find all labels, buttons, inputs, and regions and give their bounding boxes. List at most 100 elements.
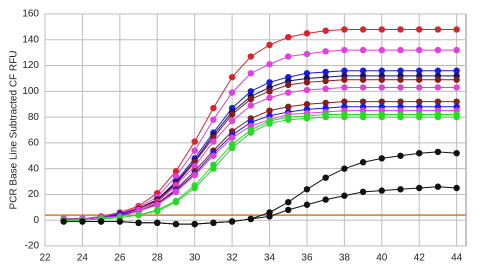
y-tick-label: 80: [28, 112, 40, 123]
data-point: [378, 76, 385, 83]
data-point: [378, 155, 385, 162]
data-point: [191, 220, 198, 228]
data-point: [285, 198, 292, 206]
data-point: [322, 113, 329, 121]
series-line: [63, 110, 457, 221]
data-point: [434, 183, 442, 190]
x-tick-label: 26: [114, 253, 126, 264]
data-point: [172, 188, 180, 196]
data-point: [453, 113, 460, 121]
data-point: [191, 162, 198, 170]
data-point: [434, 76, 442, 83]
data-point: [79, 218, 86, 225]
data-point: [453, 67, 460, 74]
data-point: [303, 201, 311, 208]
data-point: [210, 219, 217, 226]
data-point: [322, 85, 329, 92]
data-point: [247, 53, 255, 60]
data-point: [303, 79, 311, 86]
data-point: [247, 88, 255, 95]
y-tick-label: 100: [22, 86, 39, 97]
data-point: [322, 68, 329, 76]
data-point: [210, 116, 217, 123]
data-point: [397, 67, 404, 74]
y-tick-label: 20: [28, 189, 40, 200]
data-point: [341, 98, 348, 105]
data-point: [397, 98, 404, 105]
data-point: [416, 67, 423, 74]
x-tick-label: 32: [227, 253, 239, 264]
data-point: [285, 53, 292, 60]
data-point: [434, 84, 442, 91]
data-point: [266, 61, 273, 68]
data-point: [416, 84, 423, 91]
data-point: [135, 219, 142, 226]
data-point: [397, 84, 404, 91]
x-tick-label: 22: [39, 253, 51, 264]
data-point: [172, 168, 180, 175]
data-point: [378, 84, 385, 91]
data-point: [359, 188, 367, 196]
data-point: [97, 218, 105, 225]
data-point: [341, 26, 348, 33]
data-point: [303, 50, 311, 58]
data-point: [359, 113, 367, 121]
data-point: [397, 76, 404, 83]
data-point: [60, 218, 67, 225]
data-point: [285, 34, 292, 41]
data-point: [341, 76, 348, 83]
series-line: [63, 70, 457, 220]
data-point: [378, 46, 385, 54]
series: [60, 113, 460, 224]
data-point: [228, 218, 236, 225]
data-point: [434, 113, 442, 121]
data-point: [397, 113, 404, 121]
data-point: [247, 129, 255, 136]
data-point: [453, 26, 460, 33]
y-tick-label: 120: [22, 60, 39, 71]
data-point: [453, 184, 460, 192]
data-point: [453, 98, 460, 105]
data-point: [397, 46, 404, 54]
data-point: [378, 67, 385, 74]
data-point: [359, 84, 367, 91]
data-point: [210, 138, 217, 145]
data-point: [378, 98, 385, 105]
x-tick-label: 42: [414, 253, 426, 264]
data-point: [434, 46, 442, 54]
data-point: [416, 113, 423, 121]
data-point: [303, 86, 311, 94]
x-tick-label: 44: [451, 253, 463, 264]
data-point: [322, 196, 329, 203]
data-point: [434, 148, 442, 156]
data-point: [341, 84, 348, 91]
data-point: [397, 152, 404, 159]
data-point: [322, 77, 329, 85]
data-point: [285, 116, 292, 123]
data-point: [453, 76, 460, 83]
data-point: [228, 89, 236, 96]
data-point: [266, 41, 273, 49]
data-point: [172, 198, 180, 206]
data-point: [172, 220, 180, 228]
y-tick-label: -20: [25, 241, 40, 252]
data-point: [453, 46, 460, 54]
series-line: [63, 79, 457, 220]
data-point: [378, 113, 385, 121]
data-point: [116, 218, 124, 225]
data-point: [322, 99, 329, 107]
data-point: [228, 73, 236, 81]
x-tick-label: 24: [77, 253, 89, 264]
data-point: [154, 219, 161, 226]
data-point: [285, 206, 292, 214]
data-point: [434, 67, 442, 74]
data-point: [303, 101, 311, 108]
data-point: [359, 46, 367, 54]
data-point: [397, 186, 404, 193]
series-line: [63, 186, 457, 225]
data-point: [416, 76, 423, 83]
data-point: [247, 70, 255, 77]
data-point: [453, 84, 460, 91]
data-point: [416, 26, 423, 33]
